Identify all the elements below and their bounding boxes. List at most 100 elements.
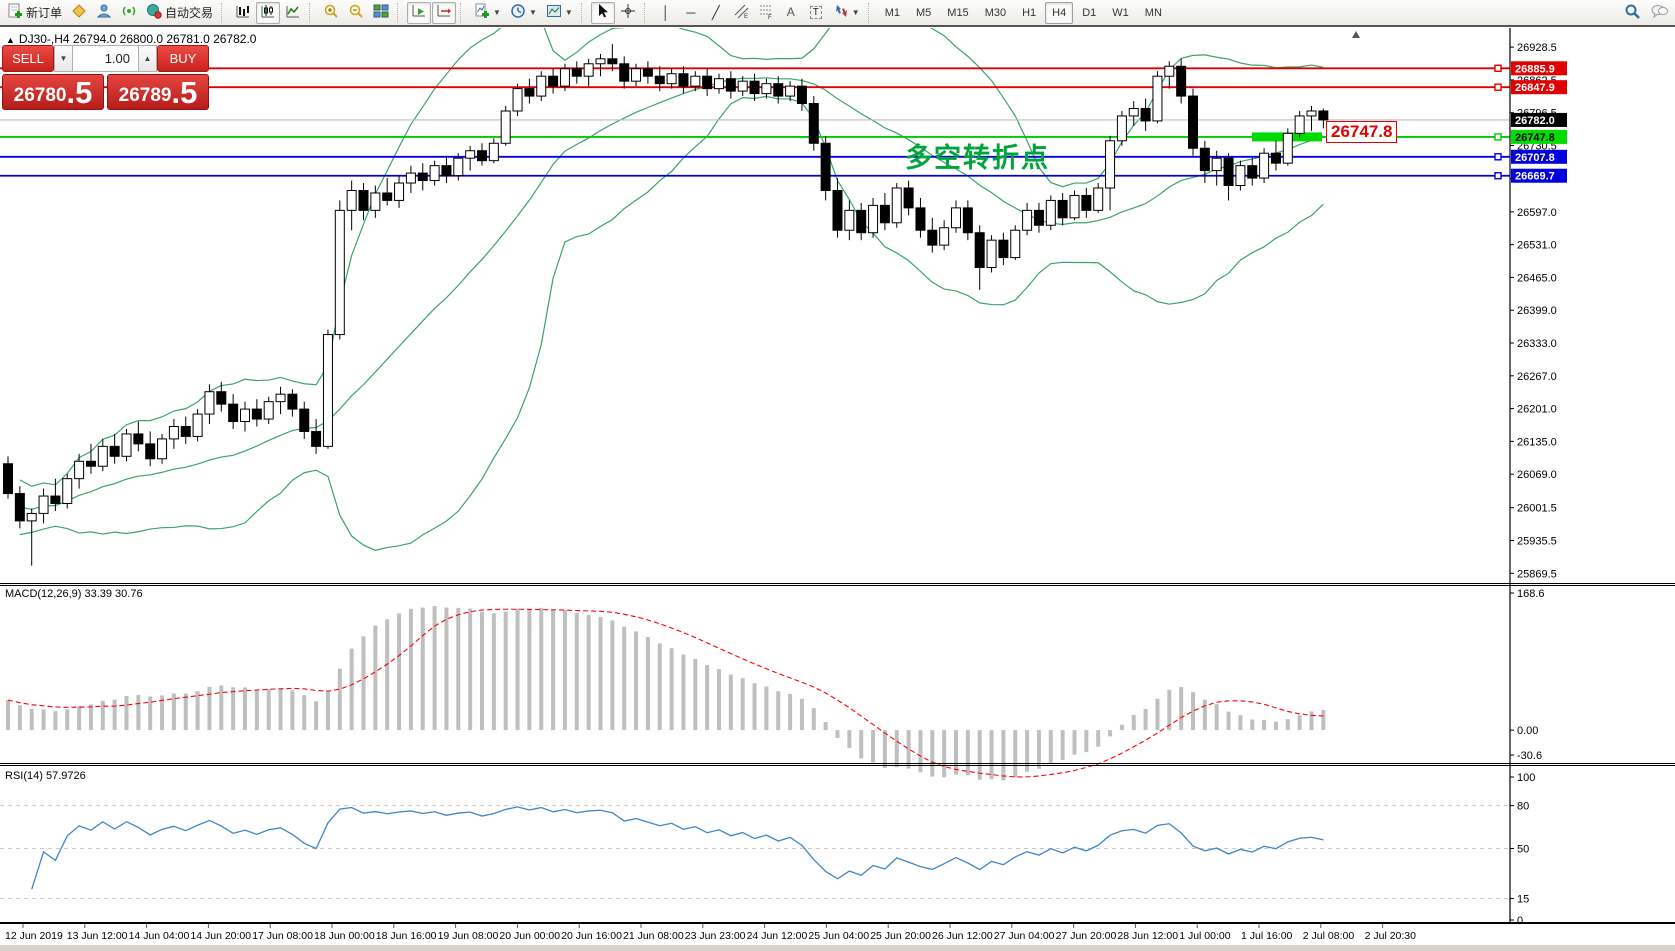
chat-button[interactable] bbox=[1646, 2, 1672, 24]
rsi-label: RSI(14) 57.9726 bbox=[5, 770, 86, 782]
timeframe-H4[interactable]: H4 bbox=[1045, 1, 1074, 24]
symbol-ohlc-text: DJ30-,H4 26794.0 26800.0 26781.0 26782.0 bbox=[18, 32, 257, 46]
svg-text:26201.0: 26201.0 bbox=[1517, 404, 1557, 416]
chart-canvas[interactable]: 26928.526862.526796.526730.526664.526597… bbox=[0, 28, 1675, 951]
periods-button[interactable]: ▼ bbox=[506, 2, 541, 24]
volume-increase-button[interactable]: ▲ bbox=[138, 45, 157, 72]
svg-text:24 Jun 12:00: 24 Jun 12:00 bbox=[747, 930, 808, 942]
vertical-line-button[interactable]: │ bbox=[654, 2, 678, 24]
crosshair-button[interactable] bbox=[616, 2, 640, 24]
window-bottom-edge bbox=[0, 945, 1675, 951]
toolbar-separator bbox=[867, 2, 874, 23]
bar-chart-button[interactable] bbox=[231, 2, 255, 24]
indicators-button[interactable]: ▼ bbox=[470, 2, 505, 24]
line-chart-icon bbox=[285, 3, 301, 22]
svg-text:25869.5: 25869.5 bbox=[1517, 568, 1557, 580]
buy-price-main: 26789 bbox=[118, 85, 172, 106]
sell-price-pip: .5 bbox=[66, 75, 93, 110]
indicators-icon bbox=[474, 3, 490, 22]
new-order-label: 新订单 bbox=[26, 6, 63, 20]
svg-text:0.00: 0.00 bbox=[1517, 725, 1538, 737]
macd-label: MACD(12,26,9) 33.39 30.76 bbox=[5, 588, 143, 600]
zoom-in-icon bbox=[323, 3, 339, 22]
fibonacci-button[interactable]: F bbox=[754, 2, 778, 24]
templates-button[interactable]: ▼ bbox=[542, 2, 577, 24]
text-label-button[interactable]: T bbox=[804, 2, 828, 24]
vertical-line-icon: │ bbox=[661, 5, 670, 20]
autotrading-button[interactable]: 自动交易 bbox=[142, 2, 217, 24]
timeframe-M30[interactable]: M30 bbox=[984, 6, 1007, 19]
new-chart-button[interactable] bbox=[67, 2, 91, 24]
svg-text:26465.0: 26465.0 bbox=[1517, 272, 1557, 284]
svg-text:12 Jun 2019: 12 Jun 2019 bbox=[5, 930, 63, 942]
trendline-button[interactable]: ╱ bbox=[704, 2, 728, 24]
svg-text:26782.0: 26782.0 bbox=[1515, 115, 1555, 127]
bollinger-bands bbox=[19, 28, 1324, 551]
chart-shift-button[interactable] bbox=[432, 1, 457, 24]
toolbar-separator bbox=[221, 2, 227, 23]
buy-price-display[interactable]: 26789.5 bbox=[107, 74, 209, 110]
auto-scroll-button[interactable] bbox=[407, 1, 432, 24]
channel-button[interactable]: E bbox=[729, 2, 753, 24]
signal-button[interactable] bbox=[117, 2, 141, 24]
chart-window[interactable]: 26928.526862.526796.526730.526664.526597… bbox=[0, 28, 1675, 951]
new-order-button[interactable]: 新订单 bbox=[3, 2, 66, 24]
candlestick-chart-icon bbox=[260, 3, 276, 22]
zoom-out-icon bbox=[348, 3, 364, 22]
tile-windows-button[interactable] bbox=[369, 2, 393, 24]
svg-text:100: 100 bbox=[1517, 772, 1535, 784]
sell-button[interactable]: SELL bbox=[2, 45, 54, 72]
svg-text:26001.5: 26001.5 bbox=[1517, 503, 1557, 515]
volume-input[interactable] bbox=[73, 45, 138, 72]
buy-price-pip: .5 bbox=[171, 75, 198, 110]
line-chart-button[interactable] bbox=[281, 2, 305, 24]
svg-text:E: E bbox=[744, 14, 748, 19]
zoom-in-button[interactable] bbox=[319, 2, 343, 24]
toolbar-separator bbox=[309, 2, 315, 23]
chevron-down-icon: ▼ bbox=[493, 8, 501, 17]
arrows-button[interactable]: ▼ bbox=[829, 2, 864, 24]
horizontal-line-icon: ─ bbox=[686, 5, 696, 20]
svg-text:F: F bbox=[768, 15, 772, 19]
template-icon bbox=[546, 3, 562, 22]
candlestick-chart-button[interactable] bbox=[256, 1, 281, 24]
text-button[interactable]: A bbox=[779, 2, 803, 24]
bar-chart-icon bbox=[235, 3, 251, 22]
panel-collapse-icon[interactable]: ▲ bbox=[6, 35, 15, 45]
toolbar-separator bbox=[643, 2, 650, 23]
sell-price-display[interactable]: 26780.5 bbox=[2, 74, 104, 110]
timeframe-H1[interactable]: H1 bbox=[1022, 6, 1037, 19]
zoom-out-button[interactable] bbox=[344, 2, 368, 24]
timeframe-MN[interactable]: MN bbox=[1144, 6, 1162, 19]
svg-text:26135.0: 26135.0 bbox=[1517, 436, 1557, 448]
new-chart-icon bbox=[71, 3, 87, 22]
svg-text:1 Jul 16:00: 1 Jul 16:00 bbox=[1241, 930, 1293, 942]
profile-button[interactable] bbox=[92, 2, 116, 24]
cursor-icon bbox=[595, 3, 611, 22]
svg-text:50: 50 bbox=[1517, 844, 1529, 856]
svg-text:26747.8: 26747.8 bbox=[1515, 132, 1555, 144]
candles bbox=[3, 43, 1329, 566]
chart-shift-icon bbox=[436, 3, 452, 22]
svg-text:168.6: 168.6 bbox=[1517, 588, 1545, 600]
autotrading-label: 自动交易 bbox=[165, 6, 214, 20]
svg-text:-30.6: -30.6 bbox=[1517, 750, 1542, 762]
volume-decrease-button[interactable]: ▼ bbox=[54, 45, 73, 72]
timeframe-M1[interactable]: M1 bbox=[884, 6, 900, 19]
timeframe-M5[interactable]: M5 bbox=[916, 6, 932, 19]
search-button[interactable] bbox=[1620, 2, 1645, 24]
buy-button[interactable]: BUY bbox=[157, 45, 209, 72]
svg-text:2 Jul 08:00: 2 Jul 08:00 bbox=[1303, 930, 1355, 942]
svg-text:20 Jun 00:00: 20 Jun 00:00 bbox=[499, 930, 560, 942]
horizontal-line-button[interactable]: ─ bbox=[679, 2, 703, 24]
autotrading-icon bbox=[146, 3, 162, 22]
cursor-button[interactable] bbox=[590, 1, 615, 24]
svg-text:21 Jun 08:00: 21 Jun 08:00 bbox=[623, 930, 684, 942]
timeframe-M15[interactable]: M15 bbox=[947, 6, 969, 19]
svg-text:19 Jun 08:00: 19 Jun 08:00 bbox=[438, 930, 499, 942]
svg-text:2 Jul 20:30: 2 Jul 20:30 bbox=[1365, 930, 1417, 942]
timeframe-W1[interactable]: W1 bbox=[1112, 6, 1129, 19]
svg-text:14 Jun 04:00: 14 Jun 04:00 bbox=[129, 930, 190, 942]
price-callout-label: 26747.8 bbox=[1326, 121, 1398, 143]
timeframe-D1[interactable]: D1 bbox=[1082, 6, 1097, 19]
